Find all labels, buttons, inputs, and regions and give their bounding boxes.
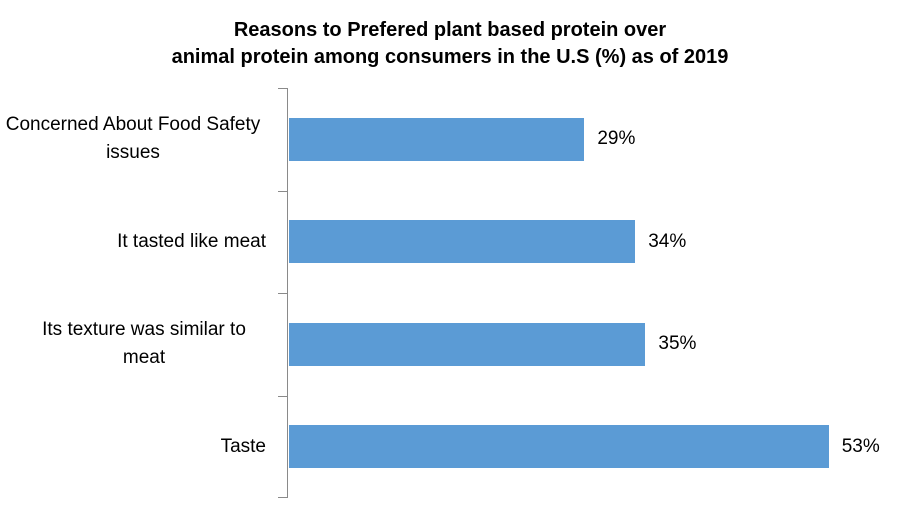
axis-tick [278,293,287,294]
chart-title: Reasons to Prefered plant based protein … [0,17,900,71]
chart-title-line-2: animal protein among consumers in the U.… [171,46,729,68]
value-label: 29% [597,128,636,150]
category-label: Taste [220,435,266,457]
axis-tick [278,88,287,89]
value-label: 35% [658,333,697,355]
value-label: 34% [648,230,687,252]
bar [289,322,646,366]
bar-row: Taste 53% [0,396,900,499]
bar-row: It tasted like meat 34% [0,191,900,294]
bar-row: Its texture was similar to meat 35% [0,293,900,396]
axis-tick [278,395,287,397]
bar [289,220,636,264]
bar [289,117,585,161]
category-label: Its texture was similar to meat [42,319,246,369]
category-label: Concerned About Food Safety issues [5,114,261,164]
bar [289,425,829,469]
category-label-cell: Concerned About Food Safety issues [0,111,288,167]
y-axis-line [287,88,288,498]
bar-track: 53% [289,396,900,499]
category-label-cell: Its texture was similar to meat [0,316,288,372]
axis-tick [278,190,287,192]
category-label-cell: It tasted like meat [0,228,288,256]
category-label-cell: Taste [0,433,288,461]
value-label: 53% [841,435,880,457]
chart-title-line-1: Reasons to Prefered plant based protein … [233,19,667,41]
axis-tick [278,497,287,498]
bar-track: 35% [289,293,900,396]
plot-area: Concerned About Food Safety issues 29% I… [0,88,900,498]
bar-track: 34% [289,191,900,294]
bar-track: 29% [289,88,900,191]
bar-row: Concerned About Food Safety issues 29% [0,88,900,191]
bar-rows: Concerned About Food Safety issues 29% I… [0,88,900,498]
category-label: It tasted like meat [117,230,266,252]
